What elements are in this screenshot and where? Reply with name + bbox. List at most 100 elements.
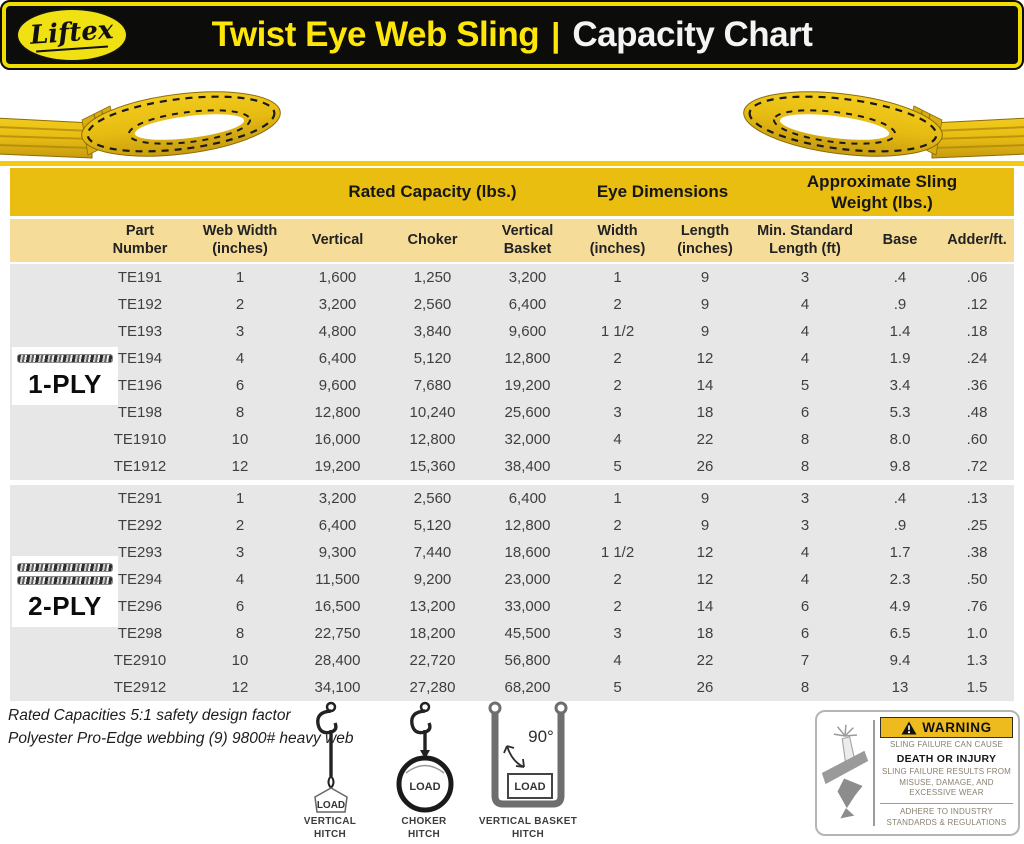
warning-triangle-icon [901, 721, 917, 734]
cell-rated-vertical: 1,600 [318, 269, 357, 286]
table-row: TE298 8 22,750 18,200 45,500 3 18 6 6.5 1.0 [10, 620, 1014, 647]
cell-part-number: TE1910 [113, 431, 167, 448]
cell-min-standard-length: 4 [800, 323, 810, 340]
table-row: TE296 6 16,500 13,200 33,000 2 14 6 4.9 .76 [10, 593, 1014, 620]
cell-adder-per-ft: .12 [966, 296, 988, 313]
webbing-swatch-icon [17, 354, 113, 363]
cell-part-number: TE191 [117, 269, 163, 286]
cell-part-number: TE194 [117, 350, 163, 367]
cell-eye-width: 2 [613, 517, 622, 534]
table-row: TE191 1 1,600 1,250 3,200 1 9 3 .4 .06 [10, 264, 1014, 291]
cell-min-standard-length: 7 [800, 652, 810, 669]
cell-part-number: TE2912 [113, 679, 167, 696]
ply-label: 2-PLY [28, 591, 102, 621]
cell-rated-vertical: 6,400 [318, 350, 357, 367]
load-label: LOAD [409, 781, 440, 793]
header-bar: Liftex Twist Eye Web Sling | Capacity Ch… [0, 0, 1024, 70]
title-secondary: Capacity Chart [572, 15, 813, 54]
cell-part-number: TE292 [117, 517, 163, 534]
cell-adder-per-ft: 1.0 [966, 625, 988, 642]
cell-eye-length: 9 [700, 323, 710, 340]
cell-rated-vertical: 16,000 [314, 431, 361, 448]
cell-eye-length: 9 [700, 490, 710, 507]
cell-rated-vertical-basket: 6,400 [508, 296, 547, 313]
cell-rated-vertical: 28,400 [314, 652, 361, 669]
table-section-2-ply: 2-PLY TE291 1 3,200 2,560 6,400 1 9 3.4.13 TE292 2… [10, 485, 1014, 701]
load-label: LOAD [514, 781, 545, 793]
cell-rated-vertical: 9,300 [318, 544, 357, 561]
cell-adder-per-ft: .48 [966, 404, 988, 421]
column-header-eye-length: Length (inches) [677, 223, 733, 257]
warning-adherence: ADHERE TO INDUSTRY STANDARDS & REGULATIO… [886, 807, 1007, 827]
cell-base: .9 [893, 517, 907, 534]
cell-base: 8.0 [889, 431, 911, 448]
cell-min-standard-length: 6 [800, 598, 810, 615]
cell-rated-choker: 1,250 [413, 269, 452, 286]
hitch-label: CHOKER HITCH [401, 816, 447, 840]
cell-eye-length: 26 [696, 458, 714, 475]
vertical-hitch-icon: LOAD [314, 701, 348, 813]
column-header-adder-per-ft: Adder/ft. [947, 231, 1007, 248]
title-primary: Twist Eye Web Sling [211, 15, 540, 54]
divider-rule [0, 161, 1024, 166]
table-row: TE291 1 3,200 2,560 6,400 1 9 3 .4 .13 [10, 485, 1014, 512]
cell-min-standard-length: 4 [800, 571, 810, 588]
cell-rated-choker: 2,560 [413, 490, 452, 507]
cell-rated-vertical-basket: 23,000 [504, 571, 551, 588]
cell-min-standard-length: 8 [800, 679, 810, 696]
cell-web-width: 1 [235, 269, 245, 286]
cell-part-number: TE198 [117, 404, 163, 421]
cell-part-number: TE2910 [113, 652, 167, 669]
cell-rated-choker: 2,560 [413, 296, 452, 313]
warning-reason: SLING FAILURE RESULTS FROM MISUSE, DAMAG… [881, 766, 1012, 798]
warning-banner: WARNING [880, 717, 1013, 738]
cell-adder-per-ft: .60 [966, 431, 988, 448]
cell-eye-length: 18 [696, 625, 714, 642]
warning-divider [873, 720, 875, 826]
cell-rated-choker: 3,840 [413, 323, 452, 340]
cell-web-width: 1 [235, 490, 245, 507]
column-header-eye-width: Width (inches) [589, 223, 646, 257]
cell-rated-choker: 13,200 [409, 598, 456, 615]
table-row: TE1910 10 16,000 12,800 32,000 4 22 8 8.0 .60 [10, 426, 1014, 453]
cell-web-width: 4 [235, 571, 245, 588]
cell-base: 4.9 [889, 598, 911, 615]
cell-base: .4 [893, 490, 907, 507]
group-eye-dimensions: Eye Dimensions [596, 182, 729, 202]
cell-web-width: 10 [231, 652, 249, 669]
note-line: Rated Capacities 5:1 safety design facto… [8, 707, 291, 724]
hitch-label: VERTICAL HITCH [303, 816, 357, 840]
page-title: Twist Eye Web Sling | Capacity Chart [212, 15, 813, 55]
cell-eye-width: 1 [613, 269, 622, 286]
column-header-min-standard-length: Min. Standard Length (ft) [757, 223, 853, 257]
cell-base: 13 [891, 679, 909, 696]
cell-base: 3.4 [889, 377, 911, 394]
table-row: TE198 8 12,800 10,240 25,600 3 18 6 5.3 .48 [10, 399, 1014, 426]
warning-title: WARNING [922, 720, 992, 735]
cell-rated-vertical-basket: 38,400 [504, 458, 551, 475]
cell-rated-vertical: 12,800 [314, 404, 361, 421]
group-sling-weight: Approximate Sling Weight (lbs.) [806, 171, 958, 212]
title-separator: | [551, 16, 561, 53]
table-row: TE193 3 4,800 3,840 9,600 1 1/2 9 4 1.4 .18 [10, 318, 1014, 345]
cell-rated-vertical-basket: 56,800 [504, 652, 551, 669]
cell-web-width: 12 [231, 458, 249, 475]
cell-rated-choker: 9,200 [413, 571, 452, 588]
cell-part-number: TE294 [117, 571, 163, 588]
liftex-logo: Liftex [16, 8, 128, 62]
sling-photo-right [743, 91, 1024, 159]
cell-rated-vertical-basket: 45,500 [504, 625, 551, 642]
sling-photo-left [0, 91, 281, 159]
cell-web-width: 3 [235, 544, 245, 561]
cell-rated-vertical-basket: 19,200 [504, 377, 551, 394]
cell-rated-vertical: 11,500 [315, 571, 360, 588]
warning-graphic [817, 712, 873, 834]
angle-label: 90° [528, 727, 554, 746]
column-header-rated-choker: Choker [407, 231, 458, 248]
cell-rated-vertical-basket: 33,000 [504, 598, 551, 615]
table-body: 1-PLY TE191 1 1,600 1,250 3,200 1 9 3.4.06 TE192 2… [10, 262, 1014, 701]
cell-web-width: 8 [235, 404, 245, 421]
cell-eye-width: 3 [613, 625, 622, 642]
cell-eye-width: 5 [613, 458, 622, 475]
cell-adder-per-ft: .18 [966, 323, 988, 340]
